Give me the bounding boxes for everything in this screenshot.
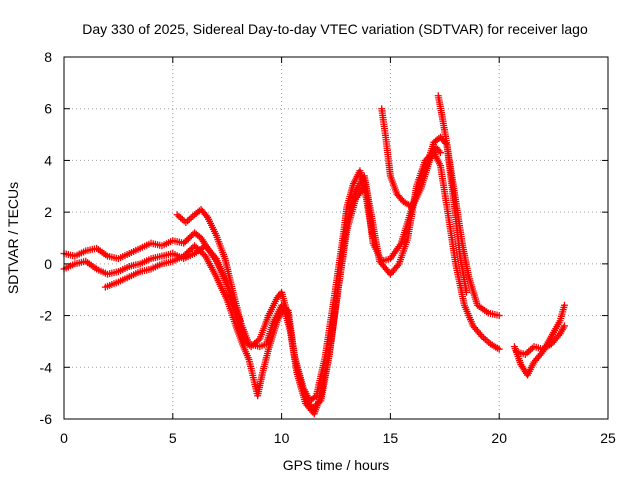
x-tick-label: 5 [169, 430, 177, 446]
data-point [369, 234, 377, 242]
x-tick-label: 25 [600, 430, 616, 446]
x-axis-label: GPS time / hours [283, 457, 390, 473]
series-track-5 [378, 105, 444, 211]
axis-ticks: 0 5 10 15 20 25 -6 -4 -2 0 2 4 6 8 [40, 49, 616, 446]
y-tick-label: -6 [40, 411, 53, 427]
y-axis-label: SDTVAR / TECUs [5, 182, 21, 294]
x-tick-label: 10 [274, 430, 290, 446]
chart-title: Day 330 of 2025, Sidereal Day-to-day VTE… [82, 21, 588, 37]
data-point [236, 317, 244, 325]
y-tick-label: 8 [44, 49, 52, 65]
data-point [187, 214, 195, 222]
data-point [560, 301, 568, 309]
data-point [182, 218, 190, 226]
y-tick-label: 4 [44, 152, 52, 168]
data-point [185, 215, 193, 223]
data-point [177, 214, 185, 222]
plot-frame [63, 56, 609, 420]
data-point [211, 253, 219, 261]
data-point [184, 217, 192, 225]
series-track-7 [510, 301, 568, 379]
data-point [483, 337, 491, 345]
data-point [481, 335, 489, 343]
y-tick-label: 6 [44, 101, 52, 117]
y-tick-label: 0 [44, 256, 52, 272]
data-point [178, 215, 186, 223]
data-point [523, 349, 531, 357]
data-point [463, 288, 471, 296]
data-point [173, 211, 181, 219]
y-tick-label: 2 [44, 204, 52, 220]
data-point [528, 344, 536, 352]
data-point [436, 149, 444, 157]
x-tick-label: 20 [491, 430, 507, 446]
series-track-8 [513, 322, 568, 358]
series-track-4 [173, 206, 244, 325]
y-tick-label: -2 [40, 308, 53, 324]
y-tick-label: -4 [40, 359, 53, 375]
data-point [495, 345, 503, 353]
data-point [175, 212, 183, 220]
data-point [480, 334, 488, 342]
series-track-3 [101, 182, 377, 418]
series-track-6 [434, 92, 471, 296]
grid [64, 57, 608, 419]
data-point [202, 212, 210, 220]
data-point [560, 322, 568, 330]
x-tick-label: 0 [60, 430, 68, 446]
data-point [495, 312, 503, 320]
data-points [60, 92, 568, 418]
x-tick-label: 15 [383, 430, 399, 446]
